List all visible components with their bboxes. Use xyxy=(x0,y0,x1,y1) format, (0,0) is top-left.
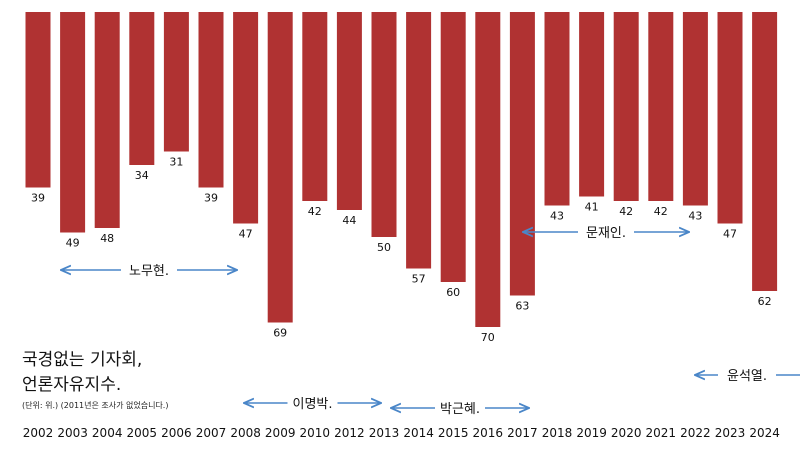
era-1: 노무현. xyxy=(62,264,236,279)
value-label-2003: 49 xyxy=(66,237,80,250)
year-label-2010: 2010 xyxy=(300,426,331,440)
year-labels-group: 2002 2003 2004 2005 2006 2007 2008 2009 2010 2012… xyxy=(23,426,780,440)
value-label-2019: 41 xyxy=(585,201,599,214)
value-label-2006: 31 xyxy=(169,156,183,169)
era-label-4: 문재인. xyxy=(586,226,626,241)
year-label-2007: 2007 xyxy=(196,426,227,440)
year-label-2009: 2009 xyxy=(265,426,296,440)
year-label-2014: 2014 xyxy=(403,426,434,440)
year-label-2013: 2013 xyxy=(369,426,400,440)
value-label-2007: 39 xyxy=(204,192,218,205)
value-label-2013: 50 xyxy=(377,241,391,254)
value-label-2004: 48 xyxy=(100,232,114,245)
bar-2003 xyxy=(60,12,86,233)
bar-2016 xyxy=(475,12,501,327)
era-label-3: 박근혜. xyxy=(440,402,480,417)
bar-2002 xyxy=(25,12,51,188)
year-label-2022: 2022 xyxy=(680,426,711,440)
bar-2020 xyxy=(613,12,639,201)
bars-group xyxy=(25,12,778,327)
value-label-2008: 47 xyxy=(239,228,253,241)
value-label-2017: 63 xyxy=(515,300,529,313)
bar-2018 xyxy=(544,12,570,206)
era-3: 박근혜. xyxy=(392,402,528,417)
value-label-2021: 42 xyxy=(654,205,668,218)
year-label-2002: 2002 xyxy=(23,426,54,440)
bar-2004 xyxy=(94,12,120,228)
chart-title-line-2: 언론자유지수. xyxy=(22,375,121,395)
bar-2017 xyxy=(509,12,535,296)
year-label-2004: 2004 xyxy=(92,426,123,440)
value-label-2018: 43 xyxy=(550,210,564,223)
value-label-2010: 42 xyxy=(308,205,322,218)
year-label-2006: 2006 xyxy=(161,426,192,440)
year-label-2020: 2020 xyxy=(611,426,642,440)
bar-2013 xyxy=(371,12,397,237)
value-labels-group: 39 49 48 34 31 39 47 69 42 44 50 57 60 70 63 43 41 42 42 43… xyxy=(31,156,772,345)
year-label-2012: 2012 xyxy=(334,426,365,440)
value-label-2005: 34 xyxy=(135,169,149,182)
era-arrows-group: 노무현. 이명박. 박근혜. 문재인. 윤석열. xyxy=(62,226,800,417)
bar-2006 xyxy=(163,12,189,152)
year-label-2018: 2018 xyxy=(542,426,573,440)
value-label-2016: 70 xyxy=(481,331,495,344)
bar-2024 xyxy=(752,12,778,291)
era-2: 이명박. xyxy=(245,397,380,412)
bar-2014 xyxy=(406,12,432,269)
value-label-2020: 42 xyxy=(619,205,633,218)
year-label-2016: 2016 xyxy=(473,426,504,440)
value-label-2015: 60 xyxy=(446,286,460,299)
value-label-2024: 62 xyxy=(758,295,772,308)
bar-2021 xyxy=(648,12,674,201)
bar-2007 xyxy=(198,12,224,188)
era-label-2: 이명박. xyxy=(292,397,332,412)
value-label-2022: 43 xyxy=(688,210,702,223)
year-label-2008: 2008 xyxy=(230,426,261,440)
chart-note: (단위: 위.) (2011년은 조사가 없었습니다.) xyxy=(22,400,168,410)
bar-2023 xyxy=(717,12,743,224)
year-label-2023: 2023 xyxy=(715,426,746,440)
era-label-1: 노무현. xyxy=(129,264,169,279)
value-label-2009: 69 xyxy=(273,327,287,340)
era-label-5: 윤석열. xyxy=(727,369,767,384)
year-label-2021: 2021 xyxy=(646,426,677,440)
value-label-2002: 39 xyxy=(31,192,45,205)
bar-2009 xyxy=(267,12,293,323)
era-4: 문재인. xyxy=(524,226,688,241)
value-label-2012: 44 xyxy=(342,214,356,227)
bar-2010 xyxy=(302,12,328,201)
year-label-2017: 2017 xyxy=(507,426,538,440)
value-label-2023: 47 xyxy=(723,228,737,241)
value-label-2014: 57 xyxy=(412,273,426,286)
year-label-2019: 2019 xyxy=(576,426,607,440)
year-label-2005: 2005 xyxy=(127,426,158,440)
bar-2019 xyxy=(579,12,605,197)
year-label-2003: 2003 xyxy=(57,426,88,440)
era-5: 윤석열. xyxy=(696,369,800,384)
bar-2005 xyxy=(129,12,155,165)
chart-title-line-1: 국경없는 기자회, xyxy=(22,350,142,370)
year-label-2015: 2015 xyxy=(438,426,469,440)
bar-2015 xyxy=(440,12,466,282)
bar-2012 xyxy=(336,12,362,210)
year-label-2024: 2024 xyxy=(749,426,780,440)
bar-2022 xyxy=(682,12,708,206)
bar-2008 xyxy=(233,12,259,224)
